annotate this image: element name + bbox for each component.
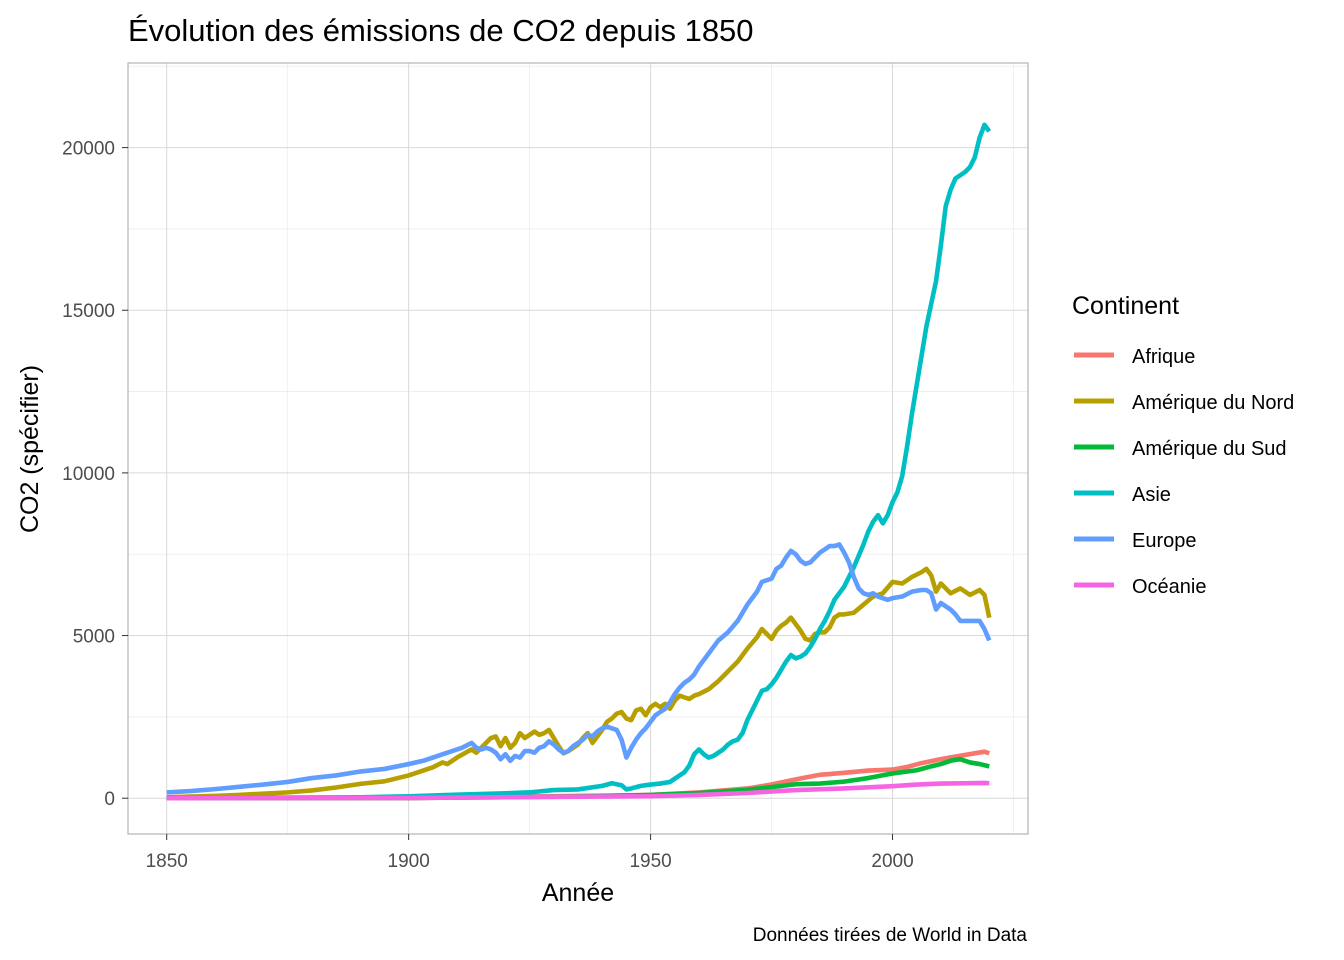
series-line-Océanie [166,780,990,801]
plot-grid [128,63,1028,834]
x-tick-label: 1950 [629,851,671,872]
y-tick-label: 10000 [62,464,115,485]
x-tick-label: 2000 [871,851,913,872]
chart-title: Évolution des émissions de CO2 depuis 18… [128,13,754,48]
legend-label-Océanie: Océanie [1132,576,1207,598]
y-tick-label: 5000 [73,627,115,648]
y-tick-label: 15000 [62,301,115,322]
series-line-Amérique du Nord [166,566,992,800]
series-layer [166,122,992,801]
x-axis-title: Année [542,879,614,907]
plot-panel-border [127,62,1029,835]
series-line-Europe [166,542,992,795]
x-tick-label: 1850 [146,851,188,872]
y-axis-title: CO2 (spécifier) [16,365,44,533]
y-tick-label: 20000 [62,139,115,160]
y-tick-label: 0 [104,789,115,810]
legend-label-Asie: Asie [1132,484,1171,506]
legend: Continent Afrique Amérique du Nord Amériqu… [1072,292,1294,598]
legend-label-Amérique du Nord: Amérique du Nord [1132,392,1294,414]
x-tick-label: 1900 [388,851,430,872]
legend-label-Afrique: Afrique [1132,346,1195,368]
legend-title: Continent [1072,292,1179,320]
legend-label-Amérique du Sud: Amérique du Sud [1132,438,1287,460]
chart-caption: Données tirées de World in Data [753,925,1028,946]
legend-label-Europe: Europe [1132,530,1197,552]
series-line-Asie [166,122,992,801]
